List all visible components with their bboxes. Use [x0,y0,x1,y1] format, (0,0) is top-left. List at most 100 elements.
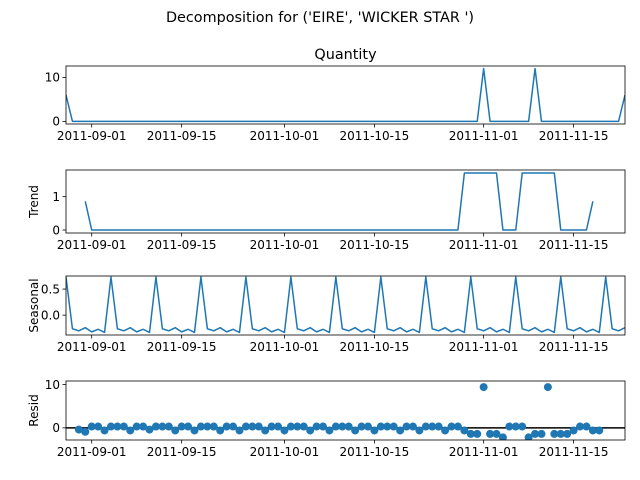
panel-resid: 2011-09-01 2011-09-15 2011-10-01 2011-10-15… [27,378,626,459]
resid-point [460,426,469,435]
y-tick-label: 10 [45,71,60,85]
resid-point [447,422,456,431]
y-axis-label: Seasonal [27,278,41,332]
resid-point [184,422,193,431]
x-tick-label: 2011-09-15 [147,238,217,252]
resid-point [286,422,295,431]
resid-point [582,422,591,431]
resid-point [306,426,315,435]
resid-point [222,422,231,431]
x-tick-label: 2011-11-15 [539,445,609,459]
resid-point [171,426,180,435]
resid-point [518,422,527,431]
resid-point [203,422,212,431]
series-line-seasonal [66,276,625,334]
x-tick-label: 2011-10-01 [250,445,320,459]
series-observed [66,67,625,123]
x-tick-label: 2011-10-01 [250,238,320,252]
series-line-trend [84,172,594,231]
resid-point [229,422,238,431]
resid-point [132,422,141,431]
resid-point [383,422,392,431]
resid-point [280,426,289,435]
resid-point [357,422,366,431]
resid-point [151,422,160,431]
resid-point [389,422,398,431]
x-tick-label: 2011-11-01 [449,129,519,143]
resid-point [396,426,405,435]
resid-point [190,426,199,435]
panels: 2011-09-01 2011-09-15 2011-10-01 2011-10-15… [27,47,626,459]
resid-point [106,422,115,431]
series-line-observed [66,67,625,123]
resid-point [537,429,546,438]
resid-point [331,422,340,431]
resid-point [576,422,585,431]
axes-frame-trend [65,169,626,234]
series-trend [84,172,594,231]
resid-point [74,425,83,434]
resid-point [344,422,353,431]
resid-point [209,422,218,431]
series-seasonal [66,276,625,334]
y-tick-label: 0 [52,115,60,129]
resid-point [126,426,135,435]
y-tick-label: 0.0 [41,308,60,322]
resid-point [196,422,205,431]
resid-point [376,422,385,431]
x-tick-label: 2011-09-15 [147,340,217,354]
resid-point [164,422,173,431]
resid-point [453,422,462,431]
y-tick-label: 0.5 [41,282,60,296]
axes-frame-resid [65,380,626,441]
resid-point [588,426,597,435]
x-tick-label: 2011-09-01 [57,445,127,459]
panel-observed: 2011-09-01 2011-09-15 2011-10-01 2011-10-15… [45,47,626,143]
x-tick-label: 2011-09-15 [147,445,217,459]
resid-point [569,426,578,435]
x-tick-label: 2011-09-15 [147,129,217,143]
resid-point [511,422,520,431]
resid-point [312,422,321,431]
x-tick-label: 2011-10-01 [250,340,320,354]
x-tick-label: 2011-09-01 [57,129,127,143]
x-tick-label: 2011-11-01 [449,445,519,459]
resid-point [158,422,167,431]
resid-point [338,422,347,431]
resid-point [479,383,488,392]
resid-point [363,422,372,431]
panel-title: Quantity [314,47,377,63]
resid-point [177,422,186,431]
x-tick-label: 2011-09-01 [57,238,127,252]
x-tick-label: 2011-11-15 [539,238,609,252]
resid-point [119,422,128,431]
axes-frame-observed [65,65,626,125]
x-tick-label: 2011-11-15 [539,340,609,354]
resid-point [563,429,572,438]
x-tick-label: 2011-11-01 [449,238,519,252]
y-tick-label: 0 [52,421,60,435]
y-tick-label: 0 [52,223,60,237]
axes-frame-seasonal [65,275,626,336]
panel-seasonal: 2011-09-01 2011-09-15 2011-10-01 2011-10-15… [27,275,626,354]
y-axis-label: Resid [27,394,41,426]
resid-point [473,429,482,438]
y-tick-label: 10 [45,378,60,392]
resid-point [466,429,475,438]
resid-point [241,422,250,431]
resid-point [274,422,283,431]
resid-point [556,429,565,438]
resid-point [492,429,501,438]
resid-point [216,426,225,435]
resid-point [550,429,559,438]
resid-point [325,426,334,435]
resid-point [235,426,244,435]
resid-point [100,426,109,435]
resid-point [415,426,424,435]
series-resid [66,383,625,440]
resid-point [595,426,604,435]
x-tick-label: 2011-09-01 [57,340,127,354]
resid-point [139,422,148,431]
resid-point [370,426,379,435]
resid-point [299,422,308,431]
